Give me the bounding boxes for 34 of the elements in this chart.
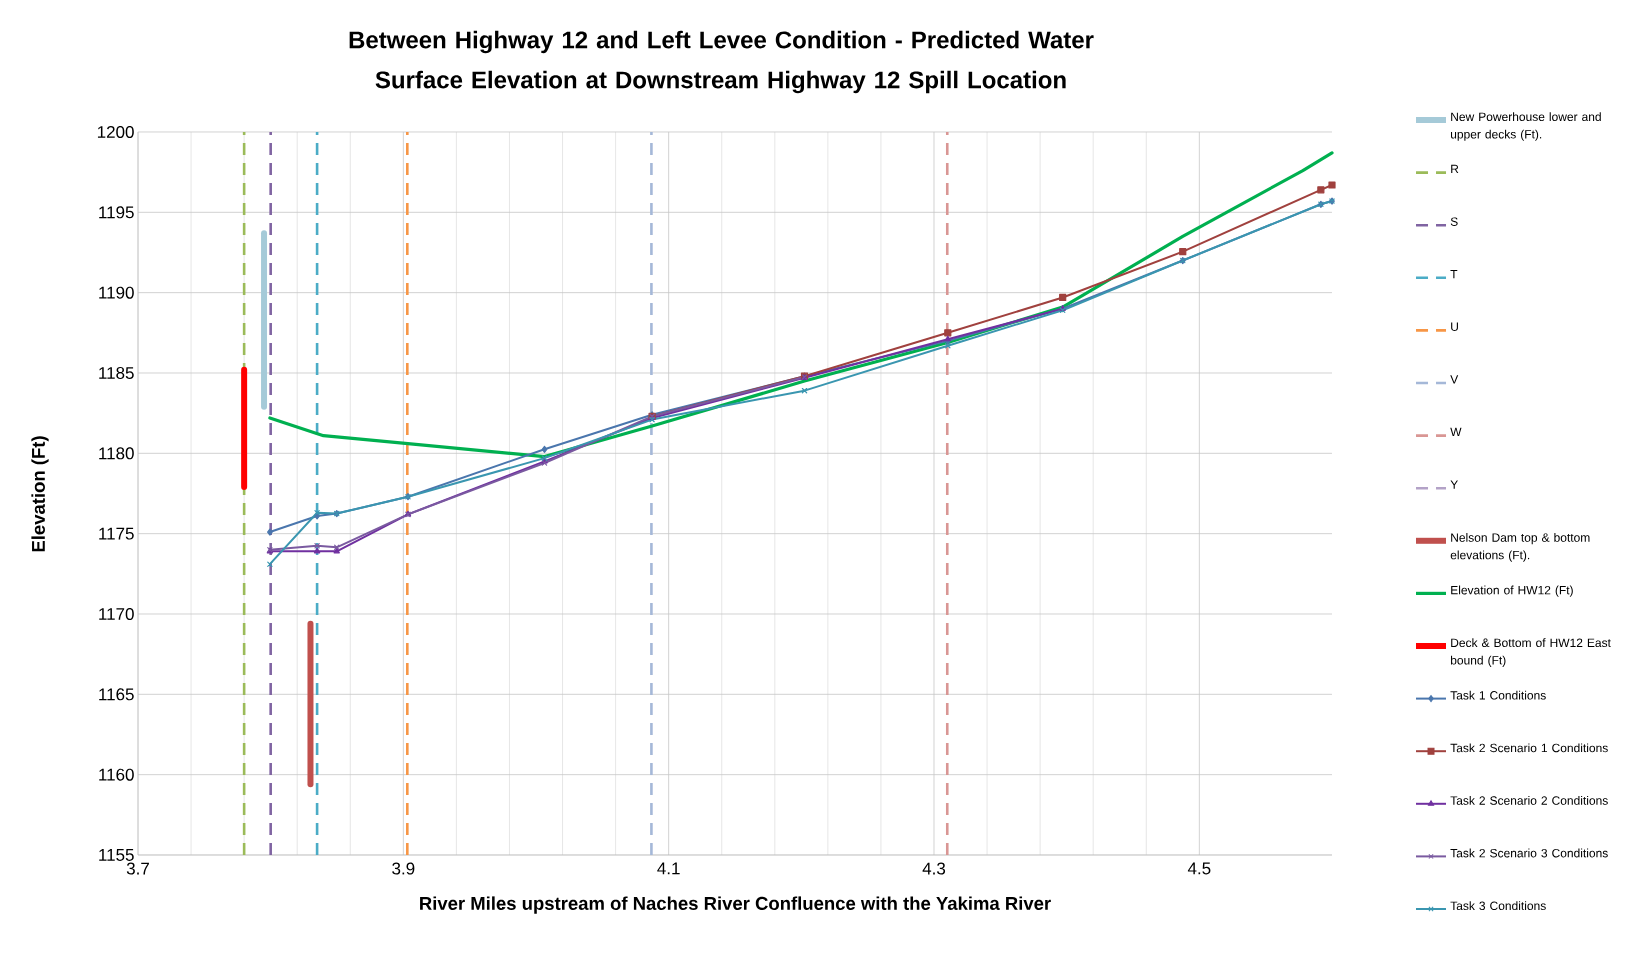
legend-label: U xyxy=(1451,322,1458,331)
legend-label: W xyxy=(1450,427,1462,437)
y-tick-label: 1195 xyxy=(99,206,134,219)
legend-label: R xyxy=(1451,164,1459,174)
chart-title: Between Highway 12 and Left Levee Condition - Predicted Water Surface Elevation at Downstream Highway 12 Spill Location xyxy=(349,30,1094,94)
x-tick-label: 4.1 xyxy=(657,862,680,875)
x-axis-title: River Miles upstream of Naches River Confluence with the Yakima River xyxy=(420,896,1051,914)
legend-label: Y xyxy=(1450,480,1458,489)
y-tick-label: 1180 xyxy=(99,447,134,460)
legend-label: Task 2 Scenario 2 Conditions xyxy=(1450,795,1608,805)
legend-label: T xyxy=(1450,270,1458,279)
legend-label: Task 2 Scenario 3 Conditions xyxy=(1450,848,1608,858)
x-tick-label: 3.9 xyxy=(392,862,415,875)
y-axis-title: Elevation (Ft) xyxy=(31,436,49,552)
legend-label: Deck & Bottom of HW12 East bound (Ft) xyxy=(1451,638,1611,667)
legend-label: Elevation of HW12 (Ft) xyxy=(1451,585,1573,597)
y-tick-label: 1170 xyxy=(99,607,134,621)
y-tick-label: 1190 xyxy=(99,286,134,299)
legend-label: V xyxy=(1450,375,1459,384)
y-tick-label: 1155 xyxy=(99,849,134,861)
legend-label: Task 2 Scenario 1 Conditions xyxy=(1450,743,1608,753)
legend-label: Task 1 Conditions xyxy=(1450,690,1546,700)
x-tick-label: 4.3 xyxy=(922,862,946,875)
legend-label: New Powerhouse lower and upper decks (Ft). xyxy=(1451,112,1601,141)
x-tick-label: 3.7 xyxy=(126,862,149,875)
legend-label: Nelson Dam top & bottom elevations (Ft). xyxy=(1450,532,1590,562)
x-tick-label: 4.5 xyxy=(1187,862,1211,875)
y-tick-label: 1200 xyxy=(97,125,134,139)
y-tick-label: 1175 xyxy=(99,527,134,540)
y-tick-label: 1185 xyxy=(99,366,134,380)
legend-label: Task 3 Conditions xyxy=(1450,901,1546,911)
y-tick-label: 1160 xyxy=(99,768,134,781)
legend-label: S xyxy=(1450,217,1458,226)
y-tick-label: 1165 xyxy=(99,688,134,701)
